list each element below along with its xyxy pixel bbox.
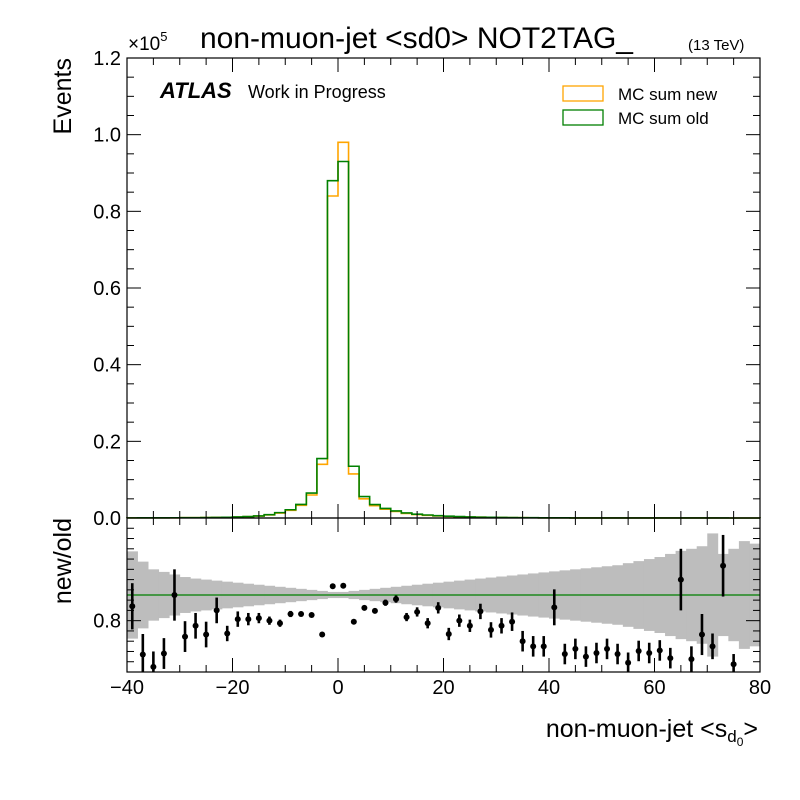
ratio-point — [540, 643, 547, 650]
ratio-point — [509, 618, 516, 625]
ratio-point — [698, 631, 705, 638]
axis-exponent: ×105 — [128, 29, 167, 55]
legend-swatch-old — [562, 109, 604, 126]
main-panel: 0.0 0.2 0.4 0.6 0.8 1.0 1.2 — [93, 48, 761, 530]
ratio-point — [160, 650, 167, 657]
legend: MC sum new MC sum old — [562, 85, 718, 128]
ratio-point — [224, 630, 231, 637]
ratio-point — [477, 608, 484, 615]
ratio-point — [192, 622, 199, 629]
ratio-point — [340, 582, 347, 589]
ratio-point — [129, 603, 136, 610]
ratio-point — [582, 653, 589, 660]
ratio-point — [709, 643, 716, 650]
x-tick-label: 80 — [749, 677, 771, 699]
ratio-point — [604, 645, 611, 652]
ratio-point — [487, 626, 494, 633]
chart-title: non-muon-jet <sd0> NOT2TAG_ — [200, 22, 634, 55]
y-tick-label: 1.0 — [93, 125, 121, 147]
status-label: Work in Progress — [248, 82, 386, 102]
ratio-points — [129, 534, 737, 672]
y-tick-label: 0.2 — [93, 431, 121, 453]
ratio-point — [656, 647, 663, 654]
ratio-point — [561, 651, 568, 658]
ratio-point — [245, 616, 252, 623]
ratio-point — [287, 610, 294, 617]
ratio-point — [255, 615, 262, 622]
x-tick-label: 60 — [643, 677, 665, 699]
x-tick-label: 0 — [332, 677, 343, 699]
legend-label-new: MC sum new — [618, 85, 718, 104]
ratio-point — [688, 656, 695, 663]
ratio-point — [466, 622, 473, 629]
ratio-point — [551, 604, 558, 611]
legend-swatch-new — [562, 85, 604, 102]
ratio-point — [266, 617, 273, 624]
ratio-point — [319, 631, 326, 638]
y-tick-label: 0.8 — [93, 201, 121, 223]
ratio-point — [382, 599, 389, 606]
x-tick-label: −20 — [216, 677, 250, 699]
y-axis-label-main: Events — [49, 58, 77, 134]
ratio-point — [171, 592, 178, 598]
ratio-point — [182, 633, 189, 640]
y-tick-label: 0.0 — [93, 508, 121, 530]
ratio-point — [730, 661, 737, 668]
ratio-point — [456, 617, 463, 624]
ratio-frame — [126, 517, 761, 673]
ratio-point — [646, 650, 653, 657]
ratio-point — [667, 655, 674, 662]
ratio-point — [530, 643, 537, 650]
ratio-point — [329, 583, 336, 590]
y-axis-label-ratio: new/old — [49, 518, 77, 604]
ratio-point — [414, 608, 421, 615]
atlas-label: ATLAS — [159, 78, 232, 103]
x-tick-label: −40 — [110, 677, 144, 699]
ratio-point — [635, 647, 642, 654]
ratio-point — [614, 651, 621, 658]
ratio-point — [593, 650, 600, 657]
energy-label: (13 TeV) — [688, 37, 744, 54]
ratio-panel: −40 −20 0 20 40 60 80 0.8 — [93, 517, 771, 699]
y-tick-label: 1.2 — [93, 48, 121, 70]
ratio-point — [519, 638, 526, 645]
ratio-point — [276, 620, 283, 627]
y-tick-label: 0.6 — [93, 278, 121, 300]
ratio-point — [203, 631, 210, 638]
y-tick-label: 0.4 — [93, 355, 121, 377]
ratio-point — [498, 622, 505, 629]
ratio-y-tick-label: 0.8 — [93, 611, 121, 633]
ratio-point — [424, 620, 431, 627]
ratio-point — [572, 645, 579, 652]
ratio-point — [435, 604, 442, 611]
ratio-point — [350, 618, 357, 625]
ratio-point — [139, 651, 146, 658]
x-tick-label: 40 — [538, 677, 560, 699]
main-ticks: 0.0 0.2 0.4 0.6 0.8 1.0 1.2 — [93, 48, 761, 530]
ratio-point — [625, 659, 632, 666]
ratio-point — [361, 604, 368, 611]
ratio-point — [677, 576, 684, 583]
ratio-point — [445, 631, 452, 638]
ratio-point — [393, 596, 400, 603]
legend-label-old: MC sum old — [618, 109, 709, 128]
ratio-point — [308, 612, 315, 619]
ratio-point — [371, 607, 378, 614]
ratio-point — [213, 607, 220, 614]
ratio-ticks: −40 −20 0 20 40 60 80 0.8 — [93, 517, 771, 699]
x-axis-label: non-muon-jet <sd0> — [546, 715, 758, 749]
ratio-point — [403, 614, 410, 621]
ratio-point — [720, 562, 727, 569]
x-tick-label: 20 — [432, 677, 454, 699]
ratio-point — [298, 610, 305, 617]
ratio-point — [234, 616, 241, 623]
